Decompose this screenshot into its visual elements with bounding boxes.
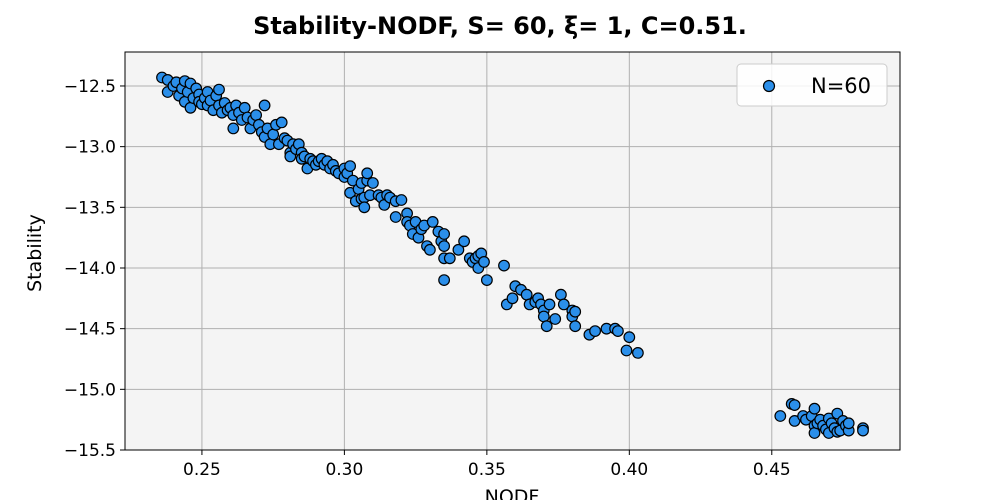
data-point xyxy=(227,122,240,135)
legend-label: N=60 xyxy=(811,74,871,98)
data-point xyxy=(238,101,251,114)
chart-title: Stability-NODF, S= 60, ξ= 1, C=0.51. xyxy=(253,12,747,40)
y-axis-label: Stability xyxy=(24,214,46,292)
data-point xyxy=(540,320,553,333)
data-point xyxy=(258,99,271,112)
data-point xyxy=(213,83,225,96)
data-point xyxy=(498,259,510,272)
data-point xyxy=(623,331,636,344)
x-tick-label: 0.45 xyxy=(753,460,791,480)
legend-box xyxy=(736,63,888,107)
data-point xyxy=(842,417,855,430)
data-point xyxy=(438,240,451,253)
data-point xyxy=(788,399,801,412)
data-point xyxy=(250,109,263,121)
data-point xyxy=(589,325,601,338)
data-point xyxy=(549,313,562,325)
data-point xyxy=(612,325,624,338)
data-point xyxy=(808,427,821,439)
data-point xyxy=(481,274,493,287)
data-point xyxy=(478,256,490,268)
data-points xyxy=(156,71,869,439)
y-tick-label: −15.5 xyxy=(64,441,116,461)
data-point xyxy=(506,292,519,305)
y-tick-label: −15.0 xyxy=(64,380,116,400)
x-axis-label: NODF xyxy=(485,486,540,500)
data-point xyxy=(267,128,280,141)
legend-marker xyxy=(762,79,776,93)
x-tick-label: 0.40 xyxy=(610,460,648,480)
data-point xyxy=(520,288,533,301)
data-point xyxy=(426,215,439,228)
y-tick-label: −14.5 xyxy=(64,320,116,340)
data-point xyxy=(569,320,582,333)
x-axis: 0.25 0.30 0.35 0.40 0.45 xyxy=(183,450,791,480)
data-point xyxy=(424,243,436,256)
data-point xyxy=(275,116,288,129)
y-tick-label: −14.0 xyxy=(64,259,116,279)
plot-frame xyxy=(124,51,901,451)
data-point xyxy=(344,160,357,173)
data-point xyxy=(367,177,379,189)
x-tick-label: 0.30 xyxy=(325,460,363,480)
data-point xyxy=(438,228,451,240)
data-point xyxy=(452,243,465,256)
y-tick-label: −13.0 xyxy=(64,138,116,158)
data-point xyxy=(389,211,402,223)
data-point xyxy=(557,298,570,311)
data-point xyxy=(438,274,451,287)
data-point xyxy=(537,310,550,323)
data-point xyxy=(632,347,644,359)
y-axis: −12.5 −13.0 −13.5 −14.0 −14.5 −15.0 −15.5 xyxy=(64,77,125,461)
data-point xyxy=(361,167,374,180)
data-point xyxy=(395,194,408,206)
data-point xyxy=(569,305,582,318)
data-point xyxy=(358,201,371,214)
data-point xyxy=(774,410,787,422)
data-point xyxy=(620,344,633,357)
y-tick-label: −12.5 xyxy=(64,77,116,97)
data-point xyxy=(443,252,456,265)
x-tick-label: 0.35 xyxy=(468,460,506,480)
data-point xyxy=(458,235,471,248)
x-tick-label: 0.25 xyxy=(183,460,221,480)
data-point xyxy=(857,424,869,437)
data-point xyxy=(808,402,821,415)
legend: N=60 xyxy=(736,63,888,107)
data-point xyxy=(555,288,567,301)
y-tick-label: −13.5 xyxy=(64,198,116,218)
data-point xyxy=(543,298,556,311)
